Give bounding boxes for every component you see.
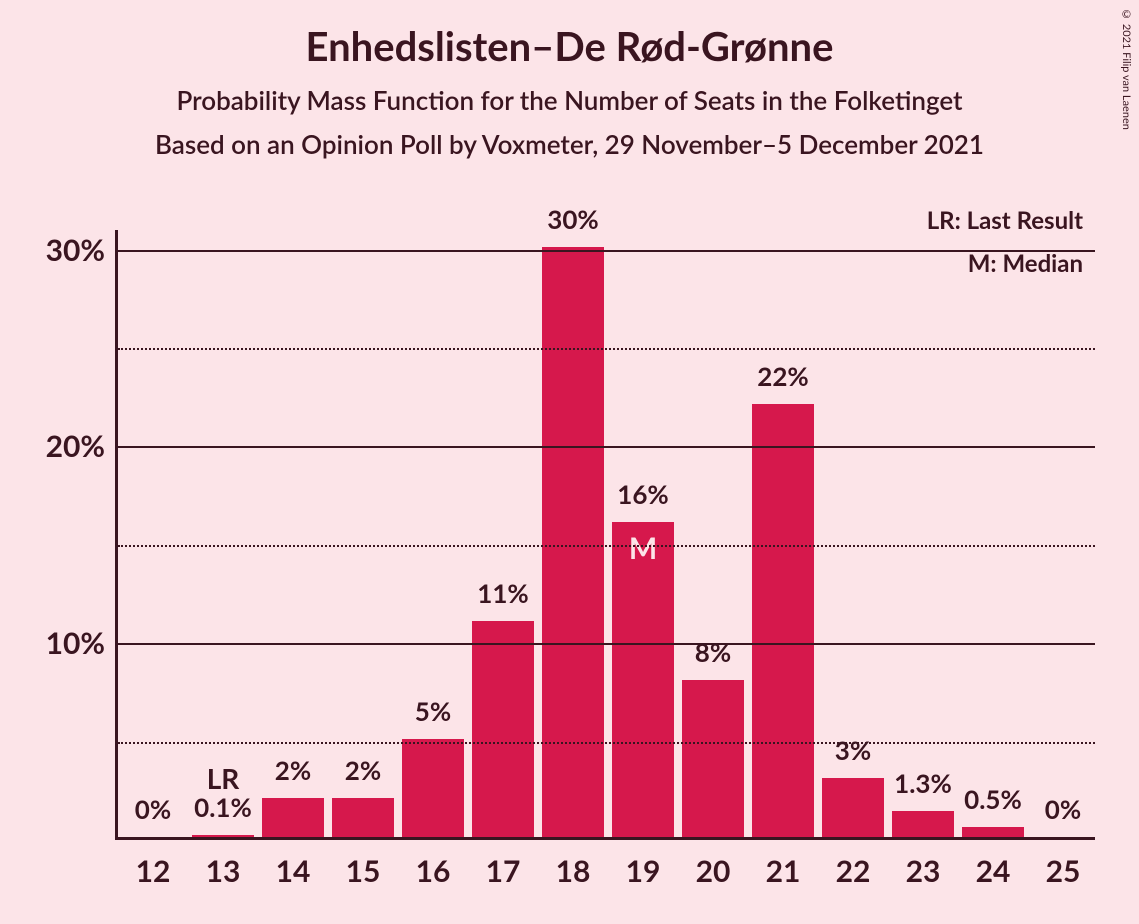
bar-slot: 0.5%	[958, 230, 1028, 837]
gridline-major	[118, 250, 1095, 252]
plot-area: 0%LR0.1%2%2%5%11%30%M16%8%22%3%1.3%0.5%0…	[115, 230, 1095, 840]
bar	[822, 778, 884, 837]
bar-value-label: 8%	[678, 636, 748, 674]
bar-value-label: 2%	[328, 754, 398, 792]
bar-slot: 0%	[1028, 230, 1098, 837]
bar-value-label: 11%	[468, 577, 538, 615]
x-axis-label: 17	[468, 837, 538, 889]
bar-value-label: 3%	[818, 734, 888, 772]
bar-value-label: 5%	[398, 695, 468, 733]
bar	[262, 798, 324, 837]
bar-slot: 8%	[678, 230, 748, 837]
bar	[332, 798, 394, 837]
bar-value-label: 0.5%	[958, 783, 1028, 821]
bar-slot: 1.3%	[888, 230, 958, 837]
gridline-major	[118, 643, 1095, 645]
lr-marker: LR	[188, 761, 258, 795]
copyright-label: © 2021 Filip van Laenen	[1120, 8, 1133, 130]
bar	[962, 827, 1024, 837]
x-axis-label: 12	[118, 837, 188, 889]
bar	[752, 404, 814, 837]
x-axis-label: 25	[1028, 837, 1098, 889]
chart-subtitle-1: Probability Mass Function for the Number…	[0, 70, 1139, 116]
bar-slot: 2%	[258, 230, 328, 837]
bar-value-label: 1.3%	[888, 767, 958, 805]
chart-title: Enhedslisten–De Rød-Grønne	[0, 0, 1139, 70]
chart-area: LR: Last Result M: Median 0%LR0.1%2%2%5%…	[115, 230, 1095, 840]
x-axis-label: 21	[748, 837, 818, 889]
x-axis-label: 16	[398, 837, 468, 889]
gridline-minor	[118, 545, 1095, 547]
bar-value-label: 30%	[538, 203, 608, 241]
x-axis-label: 23	[888, 837, 958, 889]
bar-slot: 3%	[818, 230, 888, 837]
x-axis-label: 15	[328, 837, 398, 889]
bar	[472, 621, 534, 837]
y-axis-label: 10%	[46, 625, 105, 661]
bar-slot: LR0.1%	[188, 230, 258, 837]
bar	[682, 680, 744, 837]
bar-slot: 2%	[328, 230, 398, 837]
y-axis-label: 20%	[46, 428, 105, 464]
bar-value-label: 16%	[608, 478, 678, 516]
bar-value-label: 22%	[748, 360, 818, 398]
x-axis-label: 22	[818, 837, 888, 889]
gridline-minor	[118, 348, 1095, 350]
bar: M	[612, 522, 674, 837]
bar-value-label: 0%	[118, 793, 188, 831]
bars-container: 0%LR0.1%2%2%5%11%30%M16%8%22%3%1.3%0.5%0…	[118, 230, 1095, 837]
bar-slot: 11%	[468, 230, 538, 837]
x-axis-label: 20	[678, 837, 748, 889]
bar	[892, 811, 954, 837]
y-axis-label: 30%	[46, 232, 105, 268]
x-axis-label: 24	[958, 837, 1028, 889]
x-axis-label: 13	[188, 837, 258, 889]
chart-subtitle-2: Based on an Opinion Poll by Voxmeter, 29…	[0, 116, 1139, 160]
gridline-minor	[118, 742, 1095, 744]
bar	[542, 247, 604, 837]
bar-slot: M 16%	[608, 230, 678, 837]
x-axis-label: 14	[258, 837, 328, 889]
bar-slot: 30%	[538, 230, 608, 837]
x-axis-label: 19	[608, 837, 678, 889]
bar-value-label: 0.1%	[188, 791, 258, 829]
bar-value-label: 2%	[258, 754, 328, 792]
median-marker: M	[612, 530, 674, 566]
x-axis-label: 18	[538, 837, 608, 889]
bar-slot: 22%	[748, 230, 818, 837]
gridline-major	[118, 446, 1095, 448]
bar	[402, 739, 464, 837]
bar-value-label: 0%	[1028, 793, 1098, 831]
bar-slot: 5%	[398, 230, 468, 837]
bar-slot: 0%	[118, 230, 188, 837]
